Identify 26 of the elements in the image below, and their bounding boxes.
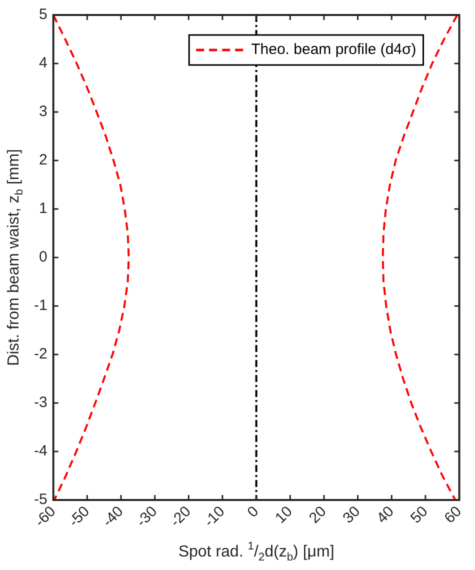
x-tick-label: 40 [374,503,398,527]
x-tick-label: 10 [272,503,296,527]
line-series [53,15,130,500]
x-tick-label: 60 [441,503,466,527]
line-series [382,15,458,500]
x-tick-label: 50 [407,503,432,527]
x-tick-label: 30 [340,503,364,527]
x-tick-label: -10 [200,503,228,530]
y-tick-label: -4 [34,442,48,460]
y-axis-title: Dist. from beam waist, zb [mm] [5,149,26,366]
y-tick-label: -2 [34,346,48,363]
x-tick-label: -20 [167,503,194,530]
x-tick-label: 20 [306,503,330,527]
x-tick-label: -50 [66,503,93,530]
y-tick-label: 1 [38,200,48,218]
y-tick-label: 3 [38,103,48,120]
x-tick-label: -30 [133,503,161,530]
y-tick-label: -1 [34,297,48,314]
y-tick-label: 0 [38,248,48,266]
y-tick-label: 2 [38,152,48,169]
x-tick-label: 0 [244,503,262,521]
legend-label: Theo. beam profile (d4σ) [251,41,416,58]
y-tick-label: 5 [38,6,48,24]
y-tick-label: -3 [34,394,48,412]
x-tick-label: -40 [99,503,127,530]
y-tick-label: 4 [38,54,48,72]
